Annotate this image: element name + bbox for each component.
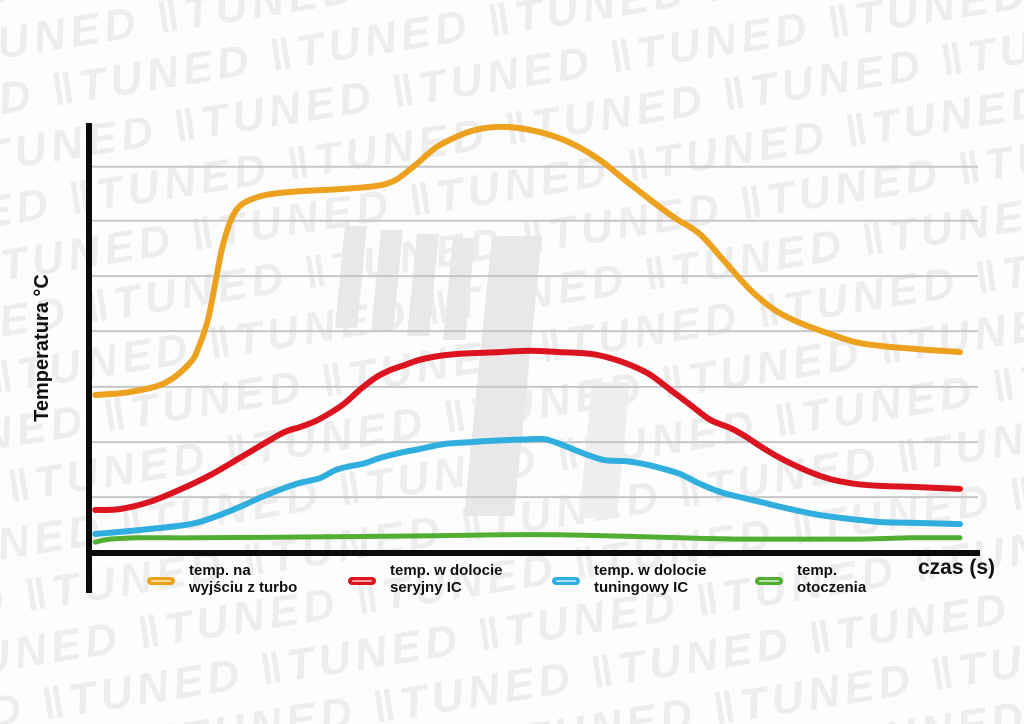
series-group xyxy=(92,123,963,545)
y-axis-title: Temperatura °C xyxy=(31,274,53,422)
x-axis-title: czas (s) xyxy=(918,556,996,579)
y-axis-line xyxy=(86,123,92,593)
gridlines-group xyxy=(90,165,978,499)
x-axis-line xyxy=(86,550,980,556)
series-line-1 xyxy=(92,347,963,513)
series-line-2 xyxy=(92,435,963,537)
series-line-3 xyxy=(92,532,963,545)
series-line-0 xyxy=(92,123,963,398)
